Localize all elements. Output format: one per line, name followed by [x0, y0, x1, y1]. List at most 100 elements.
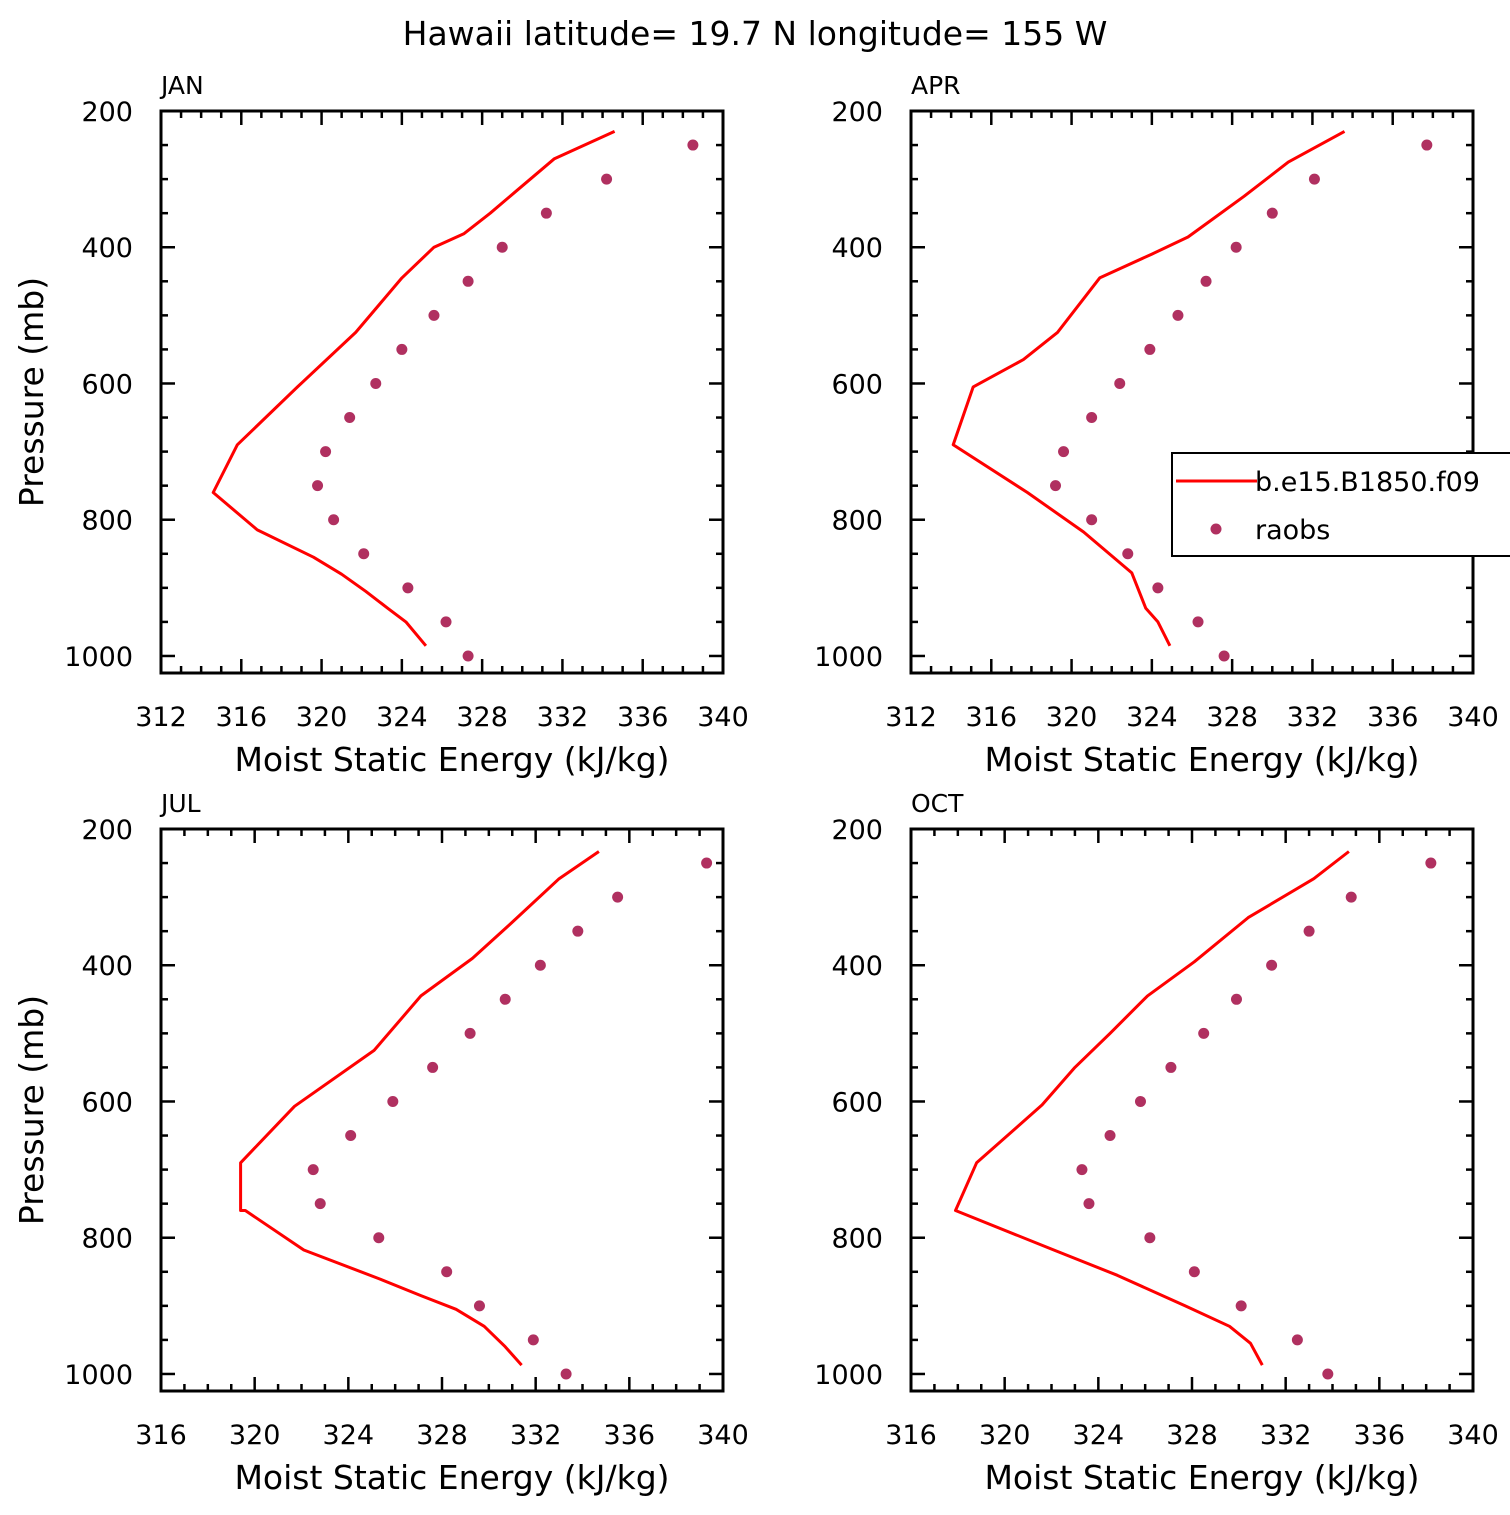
- plot-frame: [159, 109, 725, 675]
- x-axis-title: Moist Static Energy (kJ/kg): [234, 740, 669, 779]
- raobs-point: [1086, 412, 1098, 424]
- raobs-point: [701, 857, 713, 869]
- y-tick-label: 1000: [64, 1360, 133, 1391]
- raobs-point: [1266, 207, 1278, 219]
- raobs-point: [534, 959, 546, 971]
- x-tick-label: 332: [1287, 702, 1339, 733]
- raobs-point: [612, 891, 624, 903]
- raobs-point: [1165, 1061, 1177, 1073]
- plot-data: [211, 130, 699, 662]
- raobs-point: [572, 925, 584, 937]
- raobs-point: [1230, 241, 1242, 253]
- y-tick-label: 200: [831, 815, 883, 846]
- raobs-point: [1152, 582, 1164, 594]
- x-tick-label: 340: [1447, 702, 1499, 733]
- raobs-point: [499, 993, 511, 1005]
- x-tick-label: 336: [1354, 1420, 1406, 1451]
- raobs-point: [1083, 1198, 1095, 1210]
- raobs-point: [560, 1368, 572, 1380]
- x-tick-label: 332: [510, 1420, 562, 1451]
- raobs-point: [1122, 548, 1134, 560]
- raobs-point: [373, 1232, 385, 1244]
- legend-model-label: b.e15.B1850.f09: [1255, 467, 1480, 498]
- y-tick-label: 200: [81, 97, 133, 128]
- y-tick-label: 1000: [814, 642, 883, 673]
- plot-data: [951, 130, 1433, 662]
- x-tick-label: 324: [1126, 702, 1178, 733]
- raobs-point: [1086, 514, 1098, 526]
- x-tick-label: 340: [1447, 1420, 1499, 1451]
- legend-obs-marker: [1210, 523, 1222, 535]
- x-tick-label: 328: [456, 702, 508, 733]
- raobs-point: [687, 139, 699, 151]
- panel-label: OCT: [911, 789, 964, 818]
- model-series-line: [211, 130, 616, 647]
- raobs-point: [1144, 1232, 1156, 1244]
- raobs-point: [1050, 480, 1062, 492]
- y-tick-label: 400: [831, 951, 883, 982]
- raobs-point: [601, 173, 613, 185]
- panel-jan: JAN 312 316 320 324 328 332 336 340 200 400 600 800 1…: [12, 71, 749, 779]
- raobs-point: [1144, 343, 1156, 355]
- raobs-point: [345, 1130, 357, 1142]
- y-tick-label: 1000: [814, 1360, 883, 1391]
- raobs-point: [1188, 1266, 1200, 1278]
- raobs-point: [1230, 993, 1242, 1005]
- x-tick-label: 336: [604, 1420, 656, 1451]
- raobs-point: [527, 1334, 539, 1346]
- y-tick-label: 200: [831, 97, 883, 128]
- raobs-point: [1218, 650, 1230, 662]
- raobs-point: [344, 412, 356, 424]
- y-tick-label: 800: [831, 1224, 883, 1255]
- raobs-point: [540, 207, 552, 219]
- model-series-line: [239, 850, 600, 1367]
- x-tick-label: 316: [216, 702, 268, 733]
- y-tick-label: 800: [81, 506, 133, 537]
- x-tick-label: 324: [376, 702, 428, 733]
- raobs-point: [462, 275, 474, 287]
- plot-data: [954, 850, 1437, 1380]
- y-tick-label: 800: [81, 1224, 133, 1255]
- x-tick-label: 312: [885, 702, 937, 733]
- x-tick-label: 312: [135, 702, 187, 733]
- y-tick-label: 600: [831, 1087, 883, 1118]
- raobs-point: [402, 582, 414, 594]
- raobs-point: [370, 377, 382, 389]
- plot-frame: [909, 827, 1475, 1393]
- x-tick-label: 336: [617, 702, 669, 733]
- raobs-point: [1303, 925, 1315, 937]
- y-axis-title: Pressure (mb): [12, 995, 51, 1225]
- raobs-point: [358, 548, 370, 560]
- raobs-point: [1291, 1334, 1303, 1346]
- raobs-point: [1076, 1164, 1088, 1176]
- raobs-point: [328, 514, 340, 526]
- raobs-point: [427, 1061, 439, 1073]
- x-tick-label: 340: [697, 1420, 749, 1451]
- raobs-point: [1345, 891, 1357, 903]
- x-tick-label: 324: [1073, 1420, 1125, 1451]
- x-tick-label: 320: [979, 1420, 1031, 1451]
- y-tick-label: 800: [831, 506, 883, 537]
- x-tick-label: 316: [885, 1420, 937, 1451]
- raobs-point: [1058, 446, 1070, 458]
- raobs-point: [387, 1095, 399, 1107]
- raobs-point: [1172, 309, 1184, 321]
- panel-oct: OCT 316 320 324 328 332 336 340 200 400 600 800 1000…: [814, 789, 1498, 1497]
- model-series-line: [951, 130, 1346, 647]
- y-tick-label: 400: [81, 233, 133, 264]
- raobs-point: [428, 309, 440, 321]
- panel-label: APR: [911, 71, 961, 100]
- y-tick-label: 400: [831, 233, 883, 264]
- y-tick-label: 600: [831, 369, 883, 400]
- raobs-point: [1198, 1027, 1210, 1039]
- raobs-point: [1192, 616, 1204, 628]
- raobs-point: [1134, 1095, 1146, 1107]
- raobs-point: [1200, 275, 1212, 287]
- x-axis-title: Moist Static Energy (kJ/kg): [234, 1458, 669, 1497]
- legend: b.e15.B1850.f09 raobs: [1171, 452, 1510, 557]
- x-tick-label: 320: [1046, 702, 1098, 733]
- raobs-point: [441, 1266, 453, 1278]
- y-tick-label: 600: [81, 369, 133, 400]
